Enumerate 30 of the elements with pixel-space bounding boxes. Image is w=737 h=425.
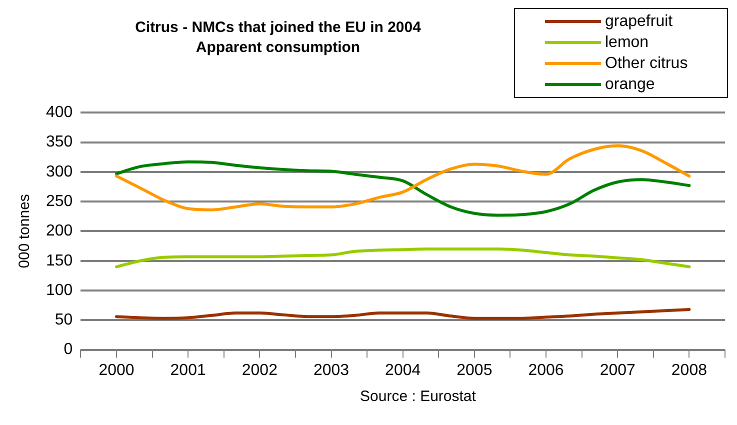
y-tick-label: 50	[54, 312, 73, 329]
y-tick-label: 0	[64, 341, 73, 358]
legend-label: grapefruit	[605, 12, 673, 32]
line-series	[114, 160, 691, 217]
chart-subtitle: Apparent consumption	[194, 38, 362, 58]
line-series	[114, 308, 691, 320]
y-tick-label: 150	[46, 252, 73, 270]
line-series	[114, 247, 691, 268]
x-tick-label: 2008	[671, 362, 708, 379]
source-note: Source : Eurostat	[359, 388, 477, 405]
legend-label: lemon	[605, 33, 649, 53]
line-series	[114, 144, 691, 212]
y-tick-label: 100	[46, 282, 73, 299]
y-tick-label: 400	[46, 104, 73, 122]
y-tick-label: 200	[46, 222, 73, 240]
x-tick-label: 2001	[170, 362, 206, 379]
x-tick-label: 2007	[600, 362, 636, 379]
x-tick-label: 2002	[242, 362, 278, 379]
legend-label: orange	[605, 75, 655, 95]
legend-label: Other citrus	[605, 54, 688, 74]
x-tick-label: 2005	[456, 362, 492, 379]
x-tick-label: 2004	[385, 362, 421, 379]
y-tick-label: 250	[46, 192, 73, 210]
chart-title: Citrus - NMCs that joined the EU in 2004	[134, 18, 422, 38]
y-axis-title: 000 tonnes	[16, 194, 34, 268]
x-tick-label: 2006	[528, 362, 564, 379]
y-tick-label: 300	[46, 163, 73, 180]
y-tick-label: 350	[46, 134, 73, 151]
x-tick-label: 2003	[313, 362, 350, 379]
x-tick-label: 2000	[98, 362, 134, 379]
